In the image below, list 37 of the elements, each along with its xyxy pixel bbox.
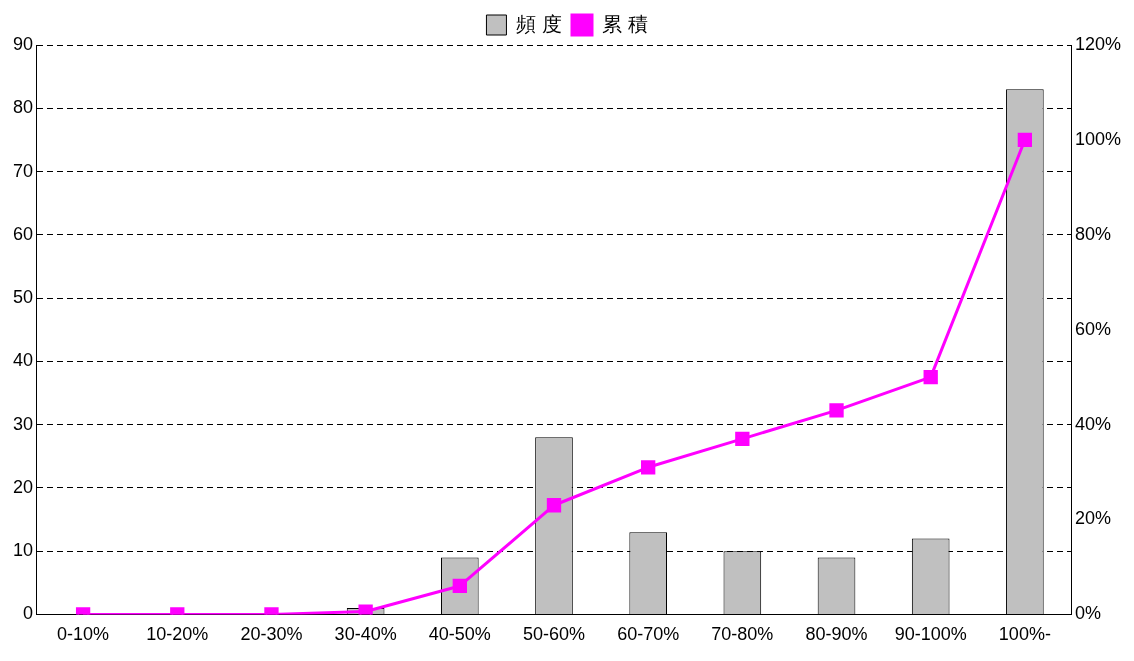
point bbox=[923, 369, 938, 385]
x-tick-label: 80-90% bbox=[805, 624, 868, 645]
y2-tick-label: 40% bbox=[1074, 413, 1111, 434]
y2-tick-label: 100% bbox=[1074, 128, 1122, 149]
x-tick-label: 10-20% bbox=[146, 624, 209, 645]
point bbox=[641, 460, 656, 475]
y-tick-label: 40 bbox=[12, 350, 34, 371]
legend-label: 累 積 bbox=[602, 12, 648, 35]
y-tick-label: 90 bbox=[12, 33, 34, 54]
y-tick-label: 50 bbox=[12, 287, 34, 308]
x-tick-label: 60-70% bbox=[617, 624, 680, 645]
y-tick-label: 70 bbox=[12, 160, 34, 181]
x-tick-label: 70-80% bbox=[711, 624, 774, 645]
y2-tick-label: 80% bbox=[1074, 223, 1111, 244]
y-tick-label: 30 bbox=[12, 413, 34, 434]
y-tick-label: 0 bbox=[23, 603, 34, 624]
legend-label: 頻 度 bbox=[516, 12, 563, 35]
point bbox=[735, 431, 750, 446]
point bbox=[1017, 132, 1033, 148]
y2-tick-label: 0% bbox=[1074, 603, 1101, 624]
x-tick-label: 40-50% bbox=[428, 624, 491, 645]
x-tick-label: 100%- bbox=[998, 624, 1051, 645]
y2-tick-label: 60% bbox=[1074, 318, 1111, 339]
x-tick-label: 30-40% bbox=[334, 624, 397, 645]
y-tick-label: 60 bbox=[12, 223, 34, 244]
x-tick-label: 50-60% bbox=[522, 624, 586, 645]
x-tick-label: 20-30% bbox=[240, 624, 303, 645]
y-tick-label: 80 bbox=[12, 97, 34, 118]
x-tick-label: 90-100% bbox=[894, 624, 967, 645]
y2-tick-label: 120% bbox=[1074, 33, 1122, 54]
y-tick-label: 10 bbox=[12, 540, 34, 561]
point bbox=[546, 498, 562, 513]
x-tick-label: 0-10% bbox=[57, 624, 110, 645]
y2-tick-label: 20% bbox=[1074, 508, 1111, 529]
point bbox=[829, 403, 844, 418]
y-tick-label: 20 bbox=[12, 476, 34, 497]
point bbox=[358, 604, 373, 615]
